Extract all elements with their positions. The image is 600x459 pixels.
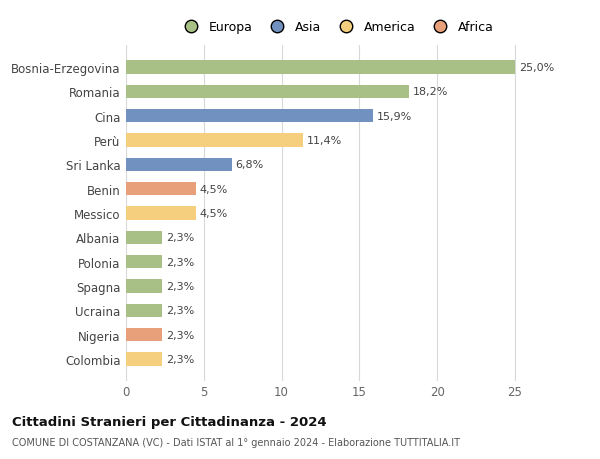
- Text: 2,3%: 2,3%: [166, 354, 194, 364]
- Bar: [126, 255, 162, 269]
- Bar: [126, 207, 196, 220]
- Text: 2,3%: 2,3%: [166, 281, 194, 291]
- Bar: [126, 158, 232, 172]
- Text: COMUNE DI COSTANZANA (VC) - Dati ISTAT al 1° gennaio 2024 - Elaborazione TUTTITA: COMUNE DI COSTANZANA (VC) - Dati ISTAT a…: [12, 437, 460, 447]
- Text: 2,3%: 2,3%: [166, 257, 194, 267]
- Bar: [126, 61, 515, 74]
- Text: 18,2%: 18,2%: [413, 87, 448, 97]
- Legend: Europa, Asia, America, Africa: Europa, Asia, America, Africa: [176, 19, 496, 37]
- Bar: [126, 304, 162, 317]
- Bar: [126, 328, 162, 341]
- Text: 15,9%: 15,9%: [377, 112, 412, 121]
- Bar: [126, 280, 162, 293]
- Bar: [126, 110, 373, 123]
- Bar: [126, 353, 162, 366]
- Text: 2,3%: 2,3%: [166, 330, 194, 340]
- Text: 25,0%: 25,0%: [519, 63, 554, 73]
- Bar: [126, 85, 409, 99]
- Text: 2,3%: 2,3%: [166, 306, 194, 315]
- Text: 6,8%: 6,8%: [236, 160, 264, 170]
- Text: 2,3%: 2,3%: [166, 233, 194, 243]
- Text: 4,5%: 4,5%: [200, 208, 228, 218]
- Bar: [126, 231, 162, 244]
- Text: 11,4%: 11,4%: [307, 135, 343, 146]
- Bar: [126, 183, 196, 196]
- Text: Cittadini Stranieri per Cittadinanza - 2024: Cittadini Stranieri per Cittadinanza - 2…: [12, 415, 326, 428]
- Bar: [126, 134, 304, 147]
- Text: 4,5%: 4,5%: [200, 184, 228, 194]
